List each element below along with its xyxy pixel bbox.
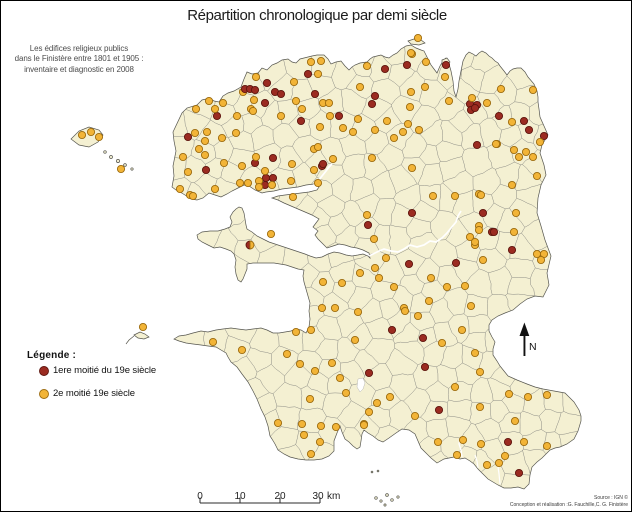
svg-text:0: 0 xyxy=(197,491,203,502)
svg-text:20: 20 xyxy=(274,491,286,502)
svg-text:30: 30 xyxy=(312,491,324,502)
svg-text:10: 10 xyxy=(234,491,246,502)
svg-text:N: N xyxy=(529,341,537,353)
svg-text:km: km xyxy=(327,491,340,502)
